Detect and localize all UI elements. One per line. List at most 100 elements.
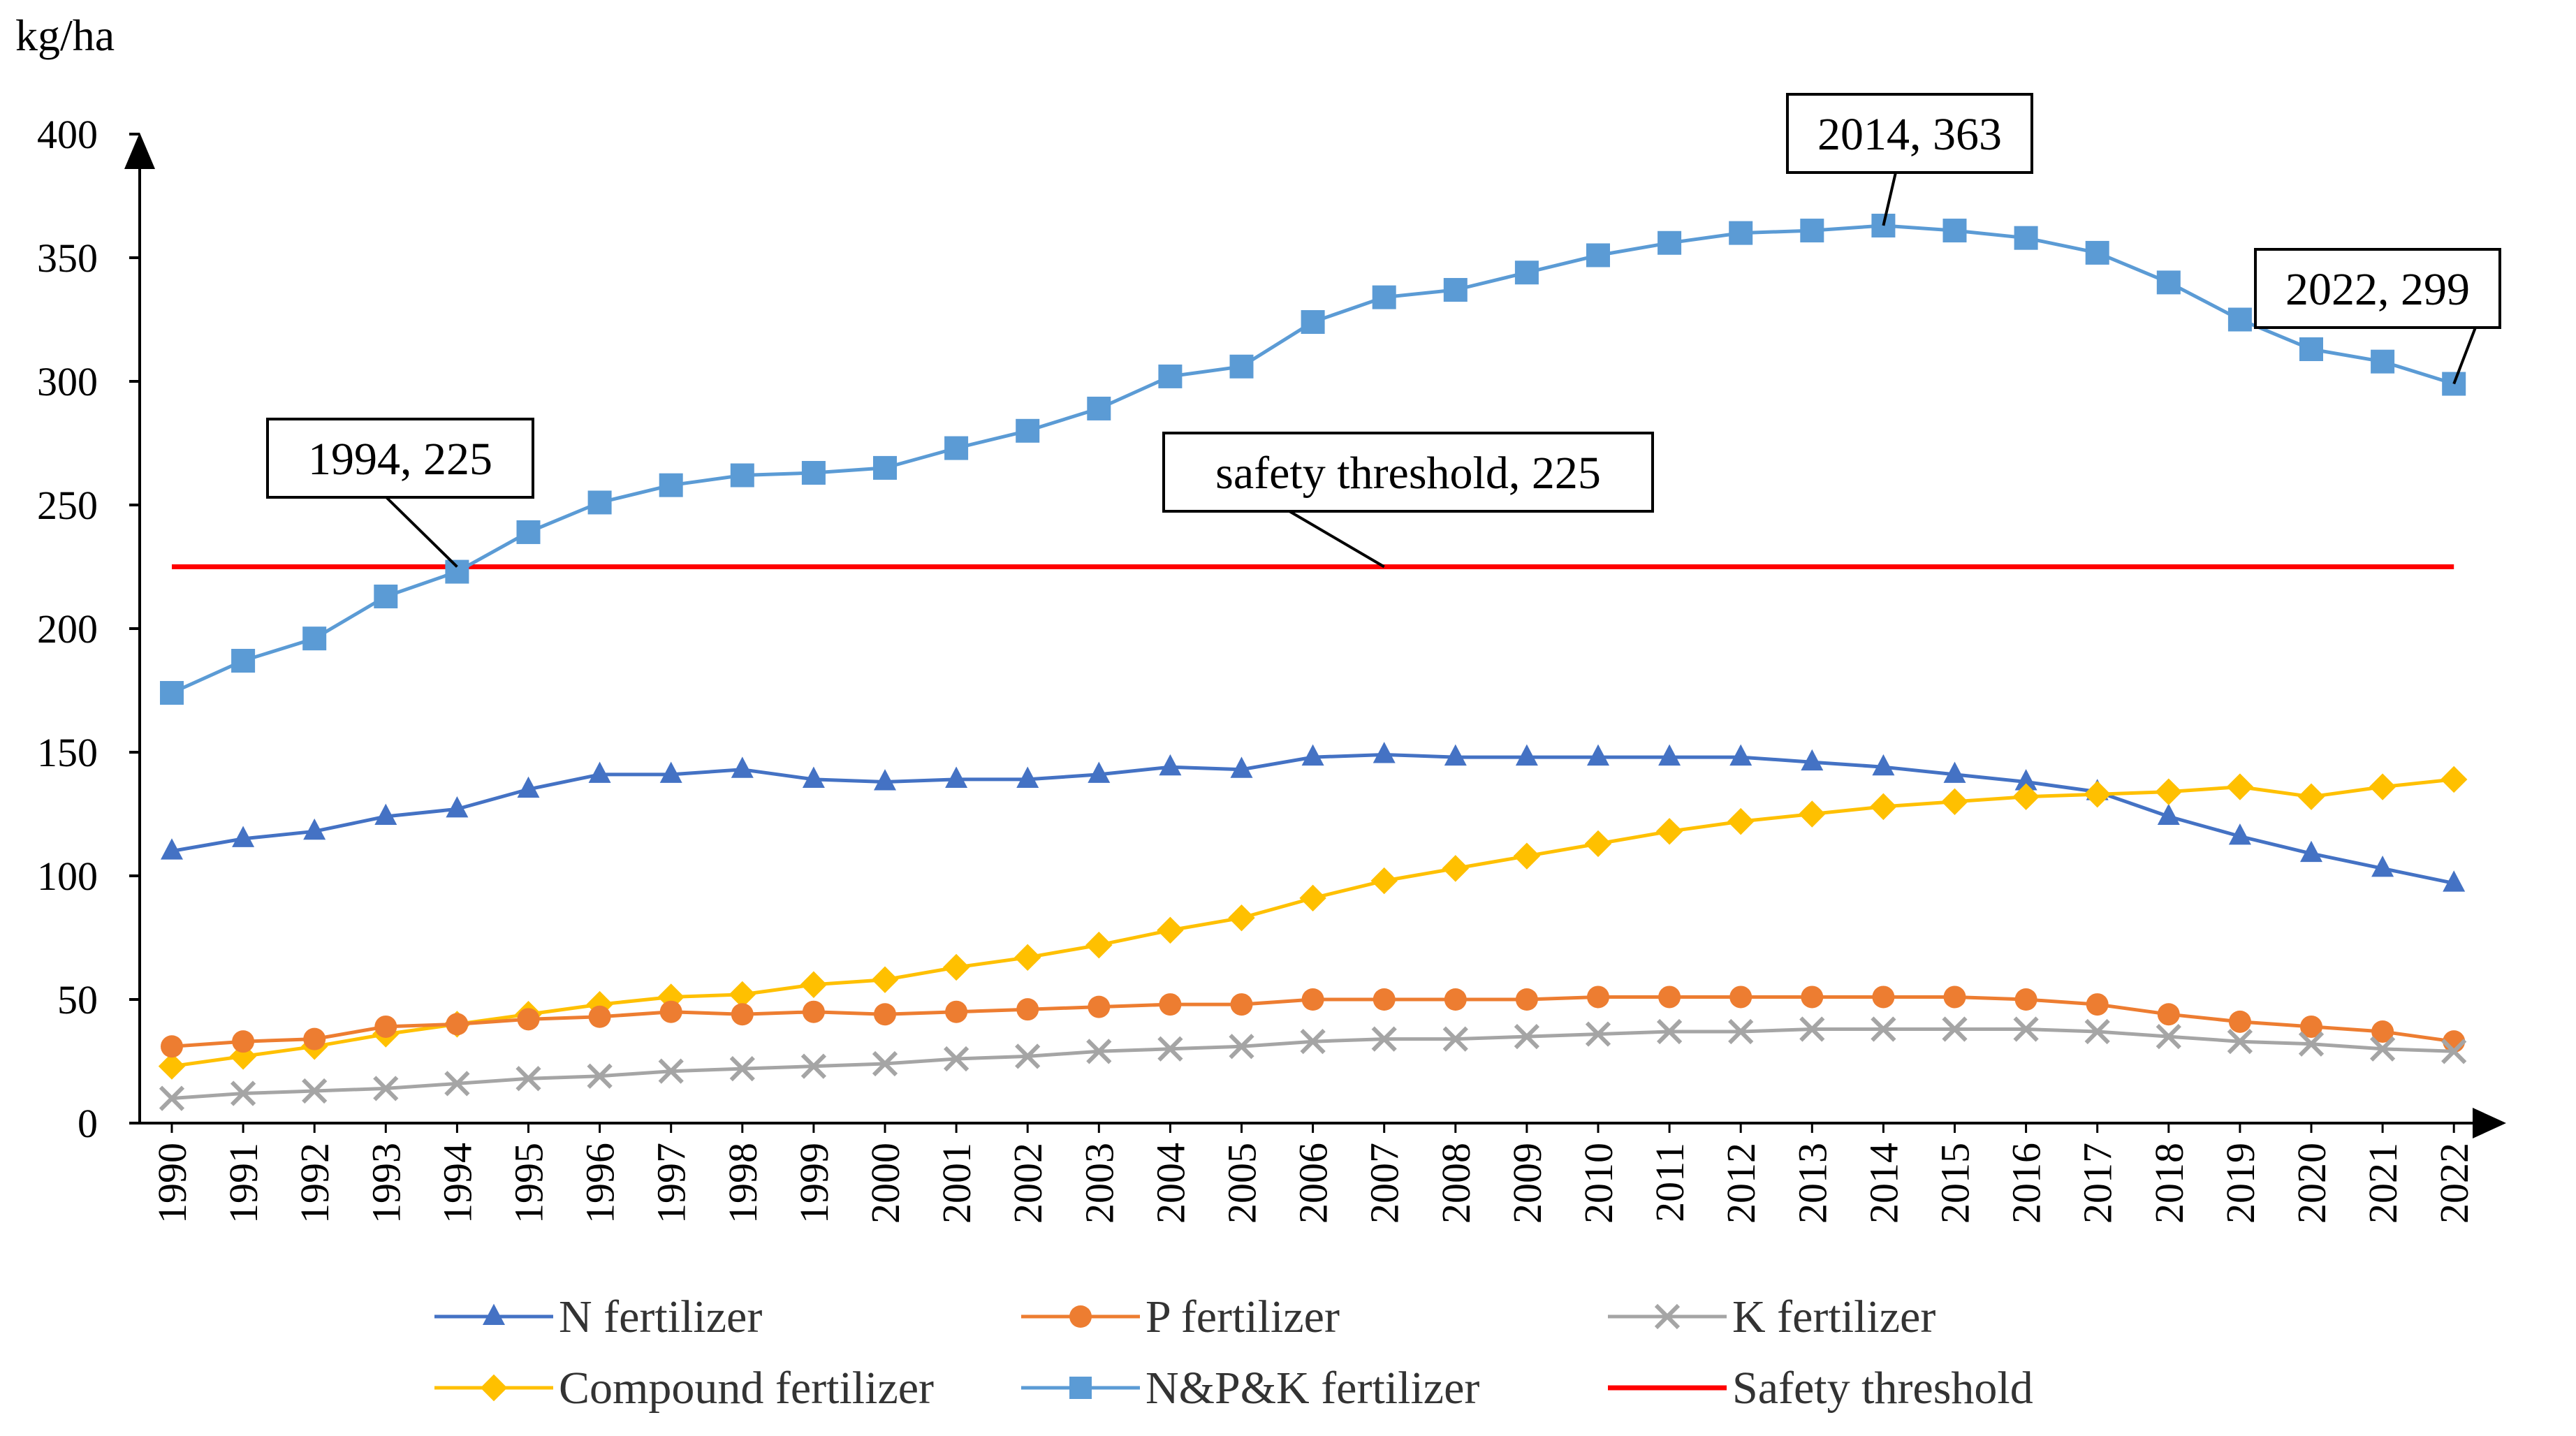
data-point-k-fertilizer	[1728, 1018, 1754, 1045]
data-point-k-fertilizer	[444, 1071, 470, 1097]
data-point-compound-fertilizer	[158, 1053, 186, 1080]
data-point-p-fertilizer	[2300, 1015, 2322, 1038]
data-point-n-fertilizer	[1159, 754, 1182, 776]
data-point-k-fertilizer	[1871, 1016, 1896, 1042]
data-point-k-fertilizer	[2013, 1016, 2039, 1042]
data-point-n-fertilizer	[2300, 840, 2322, 863]
data-point-n-fertilizer	[1943, 761, 1966, 783]
data-point-k-fertilizer	[230, 1080, 256, 1106]
data-point-k-fertilizer	[1371, 1026, 1397, 1052]
data-point-n-fertilizer	[1016, 766, 1039, 788]
data-point-n-p-k-fertilizer	[160, 681, 184, 705]
data-point-compound-fertilizer	[1442, 855, 1469, 882]
data-point-k-fertilizer	[302, 1078, 328, 1104]
callout-leader-line	[385, 496, 458, 568]
data-point-p-fertilizer	[1444, 988, 1467, 1011]
data-point-p-fertilizer	[303, 1027, 326, 1050]
data-point-compound-fertilizer	[2226, 773, 2254, 800]
data-point-p-fertilizer	[588, 1005, 611, 1028]
callout-box	[2254, 248, 2501, 329]
callout-1: safety threshold, 225	[1162, 432, 1654, 569]
x-tick-label: 1996	[578, 1143, 623, 1224]
data-point-n-p-k-fertilizer	[1229, 354, 1254, 379]
data-point-n-fertilizer	[446, 796, 469, 818]
data-point-k-fertilizer	[1157, 1036, 1183, 1062]
y-axis-arrowhead-icon	[124, 133, 155, 169]
data-point-k-fertilizer	[159, 1085, 185, 1111]
data-point-n-p-k-fertilizer	[1372, 285, 1396, 309]
data-point-n-p-k-fertilizer	[1586, 243, 1610, 268]
data-point-k-fertilizer	[1514, 1023, 1540, 1050]
data-point-n-fertilizer	[588, 761, 611, 783]
data-point-k-fertilizer	[373, 1076, 399, 1101]
data-point-compound-fertilizer	[229, 1043, 257, 1070]
data-point-compound-fertilizer	[1299, 884, 1326, 912]
y-tick-label: 400	[37, 112, 98, 157]
data-point-n-fertilizer	[1872, 754, 1895, 776]
x-tick-label: 2002	[1005, 1143, 1051, 1224]
data-point-n-fertilizer	[1444, 744, 1467, 766]
data-point-k-fertilizer	[872, 1050, 898, 1077]
x-tick-label: 2012	[1718, 1143, 1764, 1224]
callout-0: 1994, 225	[266, 418, 534, 568]
callout-leader-line	[1882, 172, 1897, 226]
data-point-compound-fertilizer	[1370, 867, 1398, 895]
data-point-n-p-k-fertilizer	[1514, 261, 1539, 285]
callout-label: 1994, 225	[308, 434, 492, 485]
data-point-k-fertilizer	[515, 1066, 541, 1092]
y-tick-label: 300	[37, 359, 98, 404]
data-point-n-p-k-fertilizer	[659, 473, 683, 497]
y-tick-label: 250	[37, 483, 98, 528]
data-point-n-fertilizer	[1729, 744, 1752, 766]
x-tick-label: 2018	[2146, 1143, 2192, 1224]
data-point-p-fertilizer	[1230, 993, 1253, 1016]
data-point-n-p-k-fertilizer	[2014, 226, 2038, 250]
x-tick-label: 1991	[221, 1143, 266, 1224]
data-point-p-fertilizer	[374, 1015, 397, 1038]
data-point-p-fertilizer	[1729, 986, 1752, 1009]
data-point-compound-fertilizer	[2012, 783, 2040, 810]
data-point-n-fertilizer	[303, 818, 326, 840]
y-tick-label: 150	[37, 730, 98, 775]
data-point-p-fertilizer	[1373, 988, 1396, 1011]
callout-3: 2022, 299	[2254, 248, 2501, 385]
data-point-compound-fertilizer	[871, 966, 899, 993]
data-point-n-p-k-fertilizer	[587, 490, 612, 515]
legend-item-p-fertilizer: P fertilizer	[1021, 1291, 1340, 1342]
data-point-k-fertilizer	[1656, 1018, 1683, 1045]
data-point-n-p-k-fertilizer	[2156, 270, 2181, 295]
callout-box	[1786, 93, 2033, 174]
data-point-compound-fertilizer	[942, 953, 970, 981]
legend: N fertilizer P fertilizer K fertilizer Comp…	[434, 1291, 2033, 1414]
data-point-n-fertilizer	[232, 826, 255, 847]
legend-marker-icon	[483, 1303, 505, 1325]
data-point-k-fertilizer	[1086, 1039, 1112, 1064]
data-point-n-fertilizer	[2014, 769, 2037, 791]
legend-marker-icon	[1654, 1303, 1681, 1330]
series-layer	[158, 213, 2468, 1111]
data-point-compound-fertilizer	[1655, 818, 1683, 845]
data-point-n-fertilizer	[1088, 761, 1111, 783]
series-p-fertilizer	[161, 986, 2466, 1058]
x-tick-label: 1992	[292, 1143, 337, 1224]
data-point-k-fertilizer	[800, 1053, 827, 1079]
x-tick-label: 2015	[1933, 1143, 1978, 1224]
data-point-k-fertilizer	[2227, 1029, 2253, 1055]
data-point-n-p-k-fertilizer	[873, 455, 897, 480]
data-point-n-p-k-fertilizer	[2299, 337, 2323, 361]
data-point-k-fertilizer	[1585, 1021, 1611, 1047]
data-point-n-fertilizer	[1587, 744, 1609, 766]
legend-item-k-fertilizer: K fertilizer	[1608, 1291, 1935, 1342]
x-tick-label: 2013	[1790, 1143, 1835, 1224]
data-point-n-p-k-fertilizer	[2371, 349, 2395, 374]
x-tick-label: 2008	[1433, 1143, 1479, 1224]
data-point-p-fertilizer	[1872, 986, 1895, 1009]
x-tick-label: 2010	[1576, 1143, 1621, 1224]
callout-box	[1162, 432, 1654, 513]
data-point-n-fertilizer	[1373, 742, 1396, 763]
data-point-k-fertilizer	[2084, 1018, 2110, 1045]
x-tick-label: 1997	[649, 1143, 694, 1224]
data-point-p-fertilizer	[2228, 1010, 2251, 1033]
data-point-n-p-k-fertilizer	[801, 460, 826, 485]
